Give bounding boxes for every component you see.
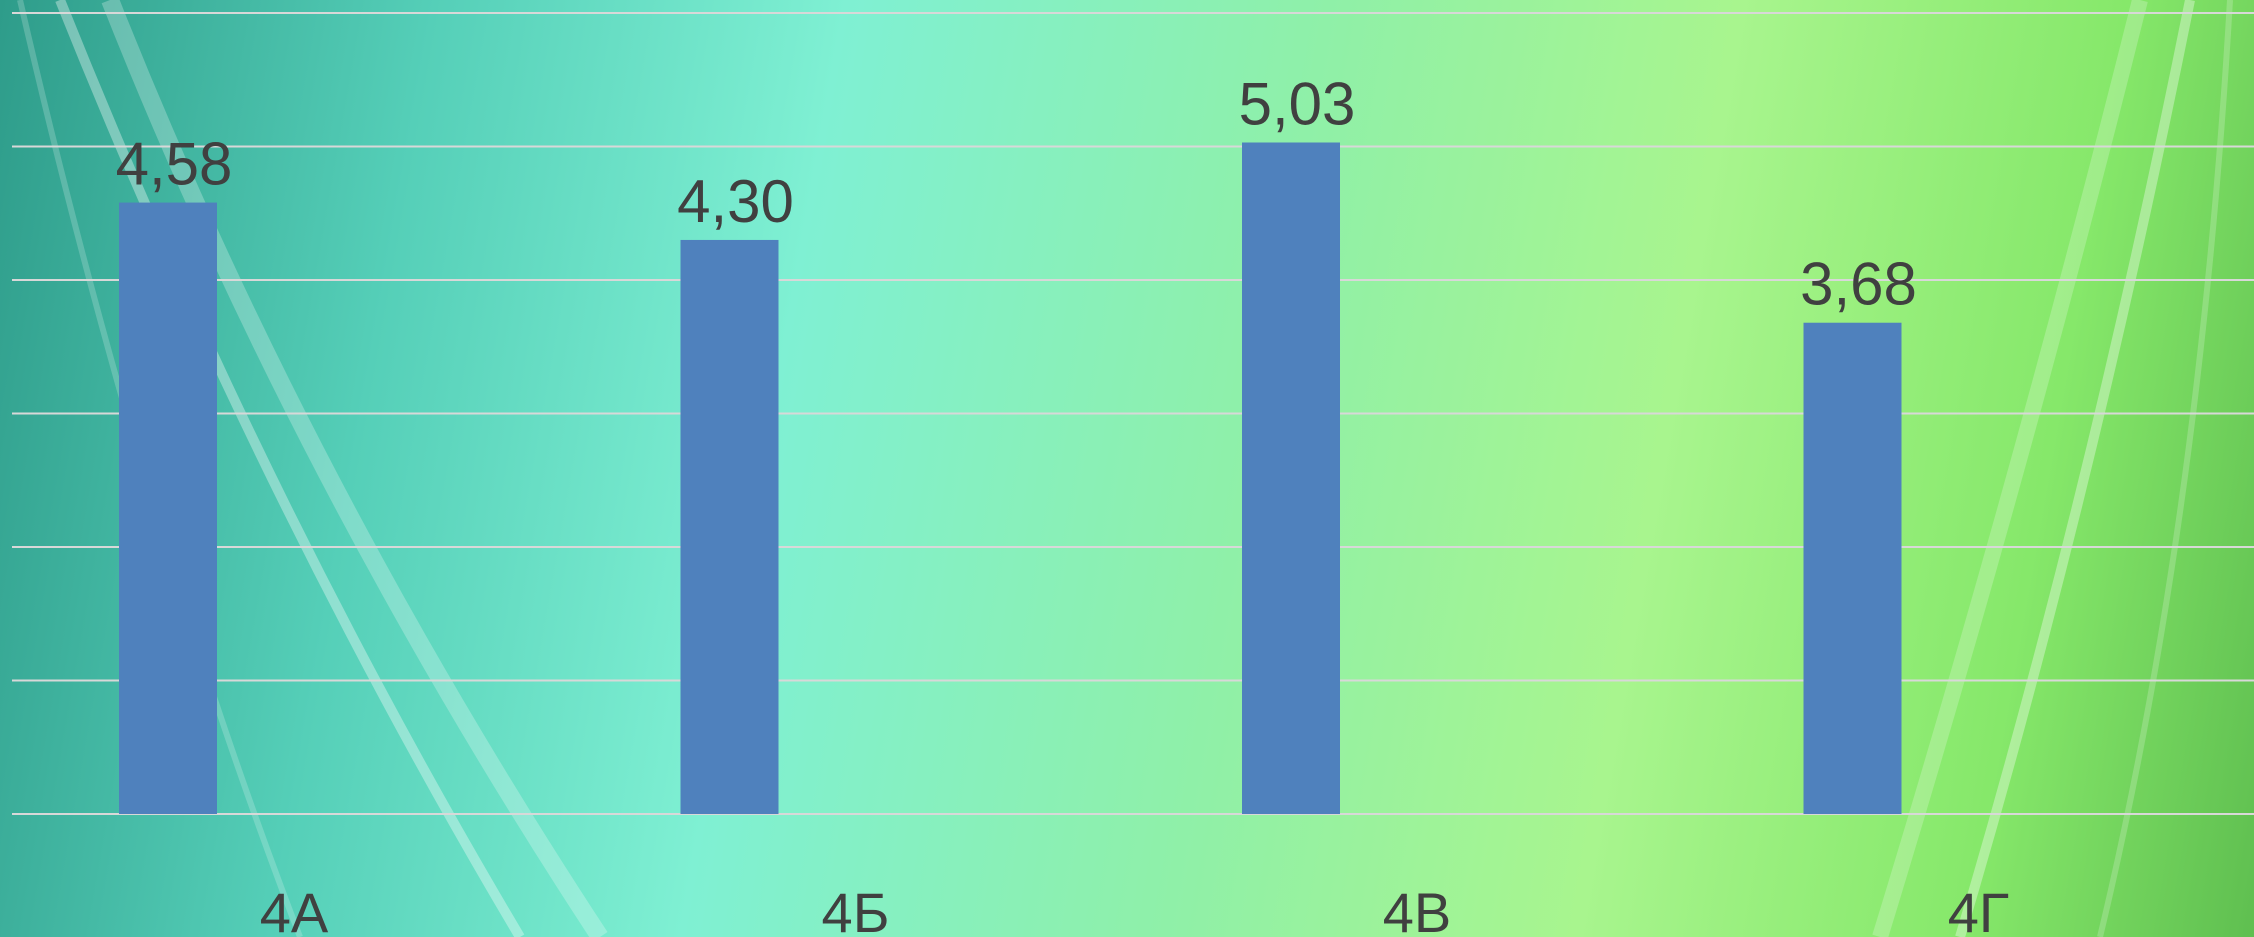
bar-1: [119, 202, 217, 814]
bar-3: [1242, 142, 1340, 814]
gridlines: [12, 12, 2254, 815]
x-axis-tick-labels: 4А 4Б 4В 4Г: [260, 881, 2009, 937]
data-label-4: 3,68: [1800, 251, 1917, 318]
data-label-3: 5,03: [1239, 70, 1356, 137]
x-tick-label-4: 4Г: [1948, 881, 2009, 937]
data-label-2: 4,30: [677, 168, 794, 235]
bars-group: [119, 142, 1902, 814]
data-labels-group: 4,58 4,30 5,03 3,68: [116, 70, 1917, 317]
bar-2: [680, 239, 779, 814]
bar-4: [1803, 322, 1902, 814]
x-tick-label-3: 4В: [1383, 881, 1452, 937]
x-tick-label-1: 4А: [260, 881, 329, 937]
x-tick-label-2: 4Б: [822, 881, 890, 937]
data-label-1: 4,58: [116, 131, 233, 198]
